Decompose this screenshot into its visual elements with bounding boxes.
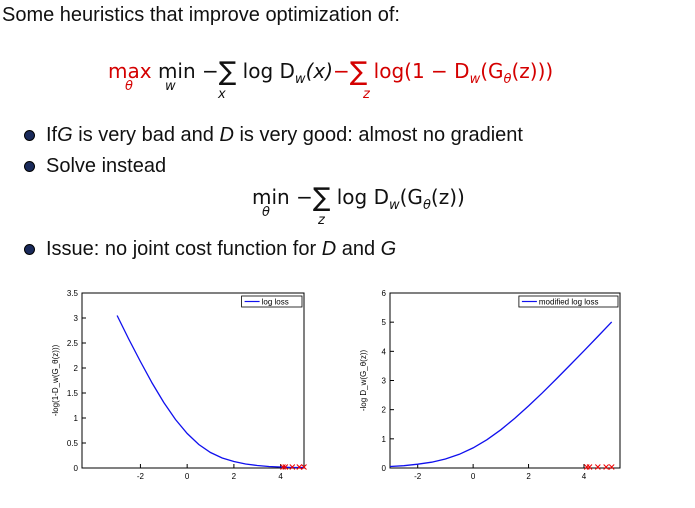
series-line — [389, 321, 613, 468]
x-tick-label: -2 — [414, 472, 422, 481]
data-marker — [603, 464, 609, 470]
data-marker — [289, 464, 296, 470]
data-marker — [301, 464, 307, 470]
series-line — [116, 315, 304, 469]
y-tick-label: 0 — [382, 464, 387, 473]
data-marker — [608, 464, 615, 470]
y-tick-label: 3.5 — [67, 289, 79, 298]
legend-box — [518, 295, 619, 308]
y-tick-label: 2 — [382, 406, 387, 415]
min-subscript: θ — [262, 205, 270, 220]
legend: modified log loss — [518, 295, 619, 308]
y-tick-label: 1 — [74, 414, 79, 423]
legend-label: modified log loss — [539, 298, 599, 307]
y-tick-label: 0 — [74, 464, 79, 473]
min-operator: min — [157, 59, 196, 83]
legend-box — [241, 295, 303, 308]
x-tick-label: 4 — [278, 472, 283, 481]
bullet-no-gradient: If G is very bad and D is very good: alm… — [24, 124, 523, 147]
y-tick-label: 5 — [382, 318, 387, 327]
log-d-term: log Dw(x) — [242, 59, 334, 87]
sum-subscript-z: z — [318, 213, 325, 228]
minus-sign: − — [296, 185, 313, 209]
x-tick-label: -2 — [137, 472, 145, 481]
data-marker — [296, 464, 303, 470]
data-marker — [594, 464, 601, 470]
bullet-solve-instead: Solve instead — [24, 155, 166, 178]
y-tick-label: 1.5 — [67, 389, 79, 398]
minus-sign: − — [202, 59, 219, 83]
legend: log loss — [241, 295, 303, 308]
minus-sign-2: − — [333, 59, 350, 83]
x-tick-label: 4 — [582, 472, 587, 481]
bullet-icon — [24, 244, 35, 255]
legend-label: log loss — [262, 298, 289, 307]
log-one-minus-term: log(1 − Dw(Gθ(z))) — [373, 59, 554, 87]
max-subscript: θ — [125, 79, 133, 94]
y-tick-label: 6 — [382, 289, 387, 298]
sum-subscript-x: x — [218, 87, 226, 102]
plot-frame — [389, 292, 621, 469]
gan-objective-equation: max θ min w −∑ x log Dw(x)−∑ z log(1 − D… — [108, 55, 554, 102]
max-operator: max — [108, 59, 152, 83]
generator-objective-equation: min θ −∑ z log Dw(Gθ(z)) — [252, 181, 465, 228]
log-d-g-term: log Dw(Gθ(z)) — [336, 185, 465, 213]
x-tick-label: 2 — [232, 472, 237, 481]
y-tick-label: 2.5 — [67, 339, 79, 348]
y-tick-label: 2 — [74, 364, 79, 373]
data-marker — [280, 464, 286, 470]
modified-log-loss-chart: 0 1 2 3 4 5 6 -2 0 2 4 -log D_w(G_θ(z)) modified log… — [359, 289, 621, 481]
x-tick-label: 2 — [526, 472, 531, 481]
min-operator: min — [252, 185, 290, 209]
plot-frame — [81, 292, 305, 469]
y-axis-label: -log(1-D_w(G_θ(z))) — [51, 344, 60, 416]
sum-subscript-z: z — [363, 87, 370, 102]
y-tick-label: 3 — [74, 314, 79, 323]
y-axis-label: -log D_w(G_θ(z)) — [359, 349, 368, 411]
log-loss-chart: 0 0.5 1 1.5 2 2.5 3 3.5 -2 0 2 4 -log(1-D_w(G_θ(z)))… — [51, 289, 307, 481]
bullet-icon — [24, 130, 35, 141]
x-tick-label: 0 — [185, 472, 190, 481]
sum-symbol: ∑ — [312, 183, 331, 213]
sum-symbol: ∑ — [218, 57, 237, 87]
x-tick-label: 0 — [471, 472, 476, 481]
bullet-no-joint-cost: Issue: no joint cost function for D and … — [24, 238, 396, 261]
data-marker — [282, 464, 289, 470]
y-tick-label: 4 — [382, 347, 387, 356]
y-tick-label: 0.5 — [67, 439, 79, 448]
sum-symbol-2: ∑ — [349, 57, 368, 87]
data-marker — [586, 464, 593, 470]
y-tick-label: 1 — [382, 435, 387, 444]
bullet-icon — [24, 161, 35, 172]
y-tick-label: 3 — [382, 377, 387, 386]
page-heading: Some heuristics that improve optimizatio… — [2, 4, 400, 26]
min-subscript: w — [165, 79, 176, 94]
